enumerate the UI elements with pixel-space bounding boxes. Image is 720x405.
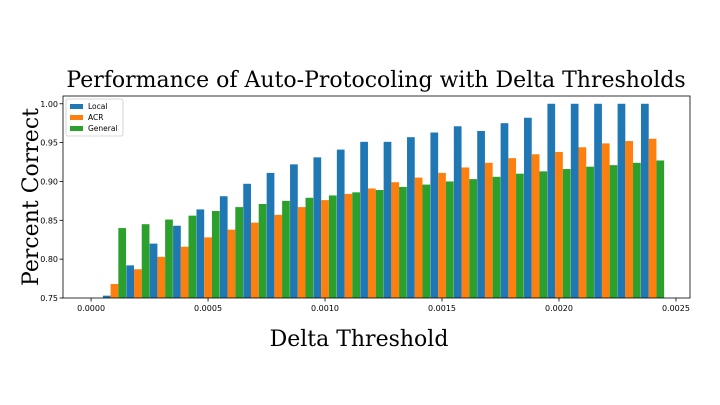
bar-acr (157, 256, 166, 298)
bar-acr (414, 177, 423, 298)
bar-general (352, 192, 361, 298)
x-axis-label: Delta Threshold (270, 327, 449, 352)
bar-acr (578, 147, 587, 298)
x-tick-label: 0.0015 (428, 304, 456, 313)
bar-local (219, 196, 228, 298)
bar-acr (484, 162, 493, 298)
bar-local (126, 265, 135, 298)
bar-general (305, 197, 314, 298)
bar-acr (367, 188, 376, 298)
x-tick-label: 0.0010 (311, 304, 339, 313)
bar-acr (461, 167, 470, 298)
bar-general (539, 171, 548, 298)
bar-general (258, 203, 267, 298)
bar-local (173, 225, 181, 298)
bar-acr (531, 154, 540, 298)
x-tick-label: 0.0020 (545, 304, 573, 313)
bar-acr (438, 172, 446, 298)
bar-general (235, 207, 244, 298)
legend-label-general: General (88, 124, 118, 133)
bar-acr (274, 214, 283, 298)
bar-general (282, 200, 290, 298)
bar-acr (648, 138, 657, 298)
legend: Local ACR General (65, 98, 124, 137)
y-tick-label: 0.75 (40, 294, 58, 303)
bar-local (407, 137, 415, 298)
bar-general (469, 179, 477, 298)
bar-general (328, 195, 337, 298)
bar-general (375, 190, 384, 298)
bar-local (243, 183, 251, 298)
y-tick-label: 1.00 (40, 100, 58, 109)
bar-acr (110, 284, 119, 298)
bar-local (617, 103, 626, 299)
bar-acr (134, 269, 142, 298)
bar-local (570, 103, 579, 299)
bar-general (188, 215, 197, 298)
bars-group (102, 103, 665, 299)
bar-acr (625, 141, 634, 298)
bar-general (609, 165, 618, 298)
bar-local (149, 243, 158, 298)
axes-group: 0.75 0.80 0.85 0.90 0.95 1.00 0.0000 0.0005 0.00… (40, 95, 691, 313)
bar-local (547, 103, 556, 299)
bar-general (633, 162, 641, 298)
legend-swatch-acr (70, 115, 83, 120)
y-tick-label: 0.90 (40, 177, 58, 186)
bar-local (360, 141, 368, 298)
bar-acr (601, 143, 610, 298)
bar-acr (508, 158, 517, 298)
bar-local (290, 164, 298, 298)
legend-label-local: Local (88, 102, 107, 111)
bar-general (562, 169, 571, 298)
bar-general (118, 228, 127, 298)
plot-frame (62, 95, 691, 299)
y-tick-label: 0.80 (40, 255, 58, 264)
y-axis-label: Percent Correct (19, 108, 44, 286)
bar-local (524, 117, 532, 298)
legend-label-acr: ACR (88, 113, 103, 122)
bar-local (453, 126, 462, 298)
bar-local (102, 295, 111, 298)
bar-general (422, 184, 431, 298)
bar-acr (321, 200, 329, 298)
bar-local (500, 123, 509, 298)
bar-acr (297, 207, 306, 298)
bar-general (586, 166, 594, 298)
bar-acr (227, 229, 236, 298)
y-tick-label: 0.85 (40, 216, 58, 225)
bar-acr (391, 182, 400, 298)
bar-general (445, 181, 454, 298)
legend-swatch-general (70, 126, 83, 131)
x-tick-label: 0.0025 (662, 304, 690, 313)
bar-local (196, 209, 205, 298)
bar-local (477, 130, 485, 298)
bar-acr (250, 222, 259, 298)
bar-acr (344, 193, 353, 298)
bar-local (313, 157, 322, 298)
y-tick-label: 0.95 (40, 139, 58, 148)
bar-general (141, 224, 150, 298)
bar-acr (204, 237, 212, 298)
bar-general (656, 160, 665, 298)
x-tick-label: 0.0000 (77, 304, 105, 313)
bar-general (492, 176, 501, 298)
bar-local (266, 172, 275, 298)
bar-general (399, 186, 407, 298)
bar-acr (180, 246, 189, 298)
bar-general (165, 219, 173, 298)
legend-swatch-local (70, 104, 83, 109)
bar-local (640, 103, 649, 299)
bar-local (594, 103, 602, 299)
bar-general (211, 210, 220, 298)
bar-acr (555, 151, 563, 298)
bar-local (430, 132, 439, 298)
bar-general (516, 173, 524, 298)
bar-local (383, 141, 392, 298)
chart-title: Performance of Auto-Protocoling with Del… (66, 68, 685, 93)
x-tick-label: 0.0005 (194, 304, 222, 313)
bar-local (336, 149, 345, 298)
